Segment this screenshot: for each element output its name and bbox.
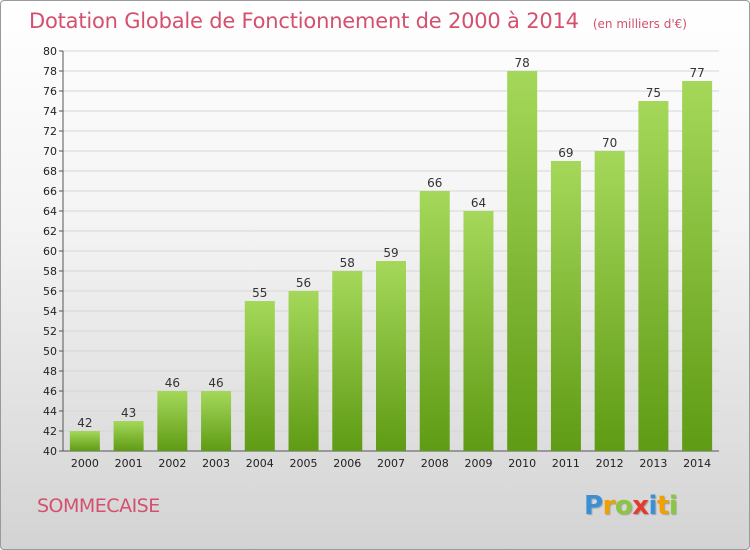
data-label: 55 <box>252 286 267 300</box>
bar <box>507 71 538 451</box>
y-tick-label: 58 <box>43 265 57 278</box>
x-tick-label: 2013 <box>639 457 667 470</box>
chart-subtitle: (en milliers d'€) <box>592 17 687 31</box>
data-label: 77 <box>689 66 704 80</box>
y-tick-label: 44 <box>43 405 57 418</box>
x-tick-label: 2014 <box>683 457 711 470</box>
logo-letter: i <box>668 491 678 521</box>
data-label: 70 <box>602 136 617 150</box>
x-tick-label: 2003 <box>202 457 230 470</box>
logo-letter: t <box>656 491 669 521</box>
x-tick-label: 2010 <box>508 457 536 470</box>
bar <box>638 101 669 451</box>
y-tick-label: 54 <box>43 305 57 318</box>
x-tick-label: 2002 <box>158 457 186 470</box>
x-tick-label: 2001 <box>115 457 143 470</box>
bar <box>419 191 450 451</box>
y-tick-label: 48 <box>43 365 57 378</box>
x-tick-label: 2000 <box>71 457 99 470</box>
data-label: 46 <box>165 376 180 390</box>
x-tick-label: 2008 <box>421 457 449 470</box>
bar <box>550 161 581 451</box>
x-tick-label: 2009 <box>464 457 492 470</box>
y-tick-label: 72 <box>43 125 57 138</box>
data-label: 66 <box>427 176 442 190</box>
data-label: 42 <box>77 416 92 430</box>
bar <box>682 81 713 451</box>
y-tick-label: 78 <box>43 65 57 78</box>
bar <box>201 391 232 451</box>
logo-letter: o <box>614 491 633 521</box>
chart-title: Dotation Globale de Fonctionnement de 20… <box>29 9 579 33</box>
logo-letter: x <box>632 491 649 521</box>
bar <box>332 271 363 451</box>
data-label: 46 <box>208 376 223 390</box>
x-tick-label: 2007 <box>377 457 405 470</box>
commune-name: SOMMECAISE <box>37 495 160 517</box>
data-label: 64 <box>471 196 486 210</box>
bar <box>113 421 144 451</box>
y-tick-label: 74 <box>43 105 57 118</box>
x-tick-label: 2012 <box>596 457 624 470</box>
bar <box>376 261 406 451</box>
y-tick-label: 42 <box>43 425 57 438</box>
logo-letter: P <box>584 491 603 521</box>
y-tick-label: 76 <box>43 85 57 98</box>
y-tick-label: 50 <box>43 345 57 358</box>
y-tick-label: 60 <box>43 245 57 258</box>
logo-letter: r <box>602 491 616 521</box>
data-label: 56 <box>296 276 311 290</box>
bar <box>69 431 100 451</box>
logo-letter: i <box>648 491 658 521</box>
data-label: 75 <box>646 86 661 100</box>
y-tick-label: 52 <box>43 325 57 338</box>
bar <box>463 211 494 451</box>
x-tick-label: 2006 <box>333 457 361 470</box>
y-tick-label: 40 <box>43 445 57 458</box>
x-tick-label: 2011 <box>552 457 580 470</box>
data-label: 69 <box>558 146 573 160</box>
y-tick-label: 80 <box>43 45 57 58</box>
data-label: 43 <box>121 406 136 420</box>
bar <box>594 151 625 451</box>
y-tick-label: 68 <box>43 165 57 178</box>
bar <box>244 301 275 451</box>
x-tick-label: 2005 <box>290 457 318 470</box>
bar <box>288 291 319 451</box>
y-tick-label: 70 <box>43 145 57 158</box>
data-label: 58 <box>340 256 355 270</box>
data-label: 59 <box>383 246 398 260</box>
y-tick-label: 62 <box>43 225 57 238</box>
y-tick-label: 66 <box>43 185 57 198</box>
y-tick-label: 46 <box>43 385 57 398</box>
bar <box>157 391 188 451</box>
y-tick-label: 56 <box>43 285 57 298</box>
proxiti-logo: Proxiti <box>584 491 678 521</box>
x-tick-label: 2004 <box>246 457 274 470</box>
data-label: 78 <box>515 56 530 70</box>
title-row: Dotation Globale de Fonctionnement de 20… <box>29 9 687 33</box>
y-tick-label: 64 <box>43 205 57 218</box>
